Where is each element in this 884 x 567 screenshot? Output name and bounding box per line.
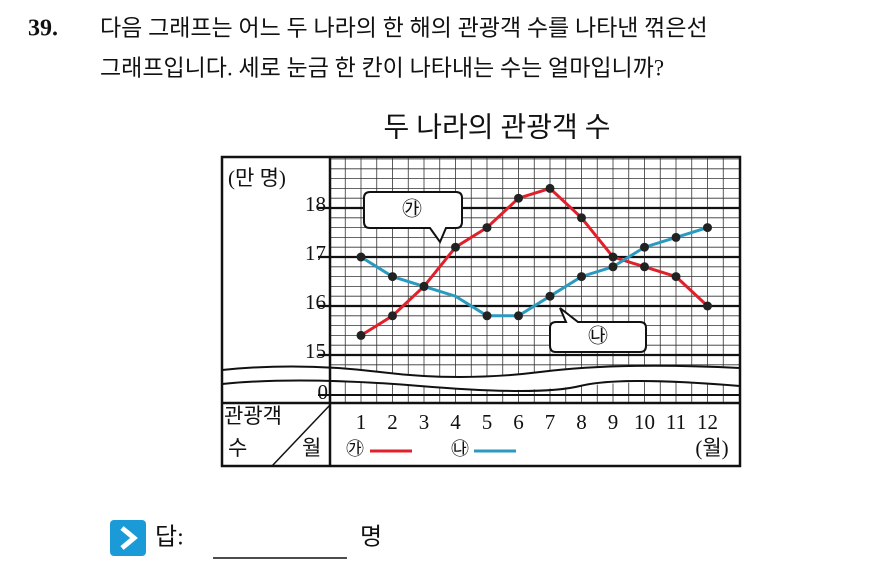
plot (356, 183, 712, 340)
axis-break (222, 365, 740, 390)
series-line (360, 226, 708, 318)
x-tick-label: 4 (450, 410, 461, 434)
y-tick-label: 16 (305, 290, 326, 314)
data-point (703, 223, 712, 233)
x-tick-label: 5 (482, 410, 493, 434)
x-tick-label: 9 (608, 410, 619, 434)
y-tick-label: 0 (318, 380, 329, 404)
chart-frame (220, 155, 742, 468)
row-header: 관광객 (224, 404, 282, 428)
data-point (356, 252, 366, 262)
x-tick-label: 2 (387, 410, 398, 434)
data-point (545, 183, 555, 193)
x-tick-label: 8 (576, 410, 587, 434)
callout: ㉯ (549, 307, 647, 353)
row-header: 수 (228, 436, 247, 460)
answer-icon-arrow (120, 526, 138, 550)
data-point (388, 311, 397, 321)
x-tick-label: 12 (697, 410, 718, 434)
callout: ㉮ (363, 191, 463, 245)
data-point (577, 272, 586, 282)
data-point (451, 242, 460, 252)
question-line: 다음 그래프는 어느 두 나라의 한 해의 관광객 수를 나타낸 꺾은선 (100, 15, 708, 40)
x-tick-label: 1 (356, 410, 367, 434)
data-point (482, 223, 492, 233)
series-line (360, 186, 709, 337)
answer-unit: 명 (360, 524, 382, 551)
row-header: 월 (302, 436, 321, 460)
chart-title: 두 나라의 관광객 수 (383, 111, 610, 143)
data-point (703, 301, 712, 311)
data-point (514, 193, 523, 203)
y-tick-label: 18 (305, 192, 326, 216)
y-tick-label: 15 (305, 339, 326, 363)
x-tick-label: 11 (666, 410, 686, 434)
x-unit: (월) (695, 436, 728, 460)
y-tick-label: 17 (305, 241, 326, 265)
y-unit: (만 명) (228, 166, 286, 190)
data-point (640, 242, 649, 252)
answer-label: 답: (155, 524, 184, 551)
data-point (388, 272, 397, 282)
answer-icon (110, 520, 146, 556)
x-tick-label: 10 (634, 410, 655, 434)
callout-label: ㉮ (402, 198, 422, 221)
data-point (482, 311, 492, 321)
data-point (545, 291, 555, 301)
legend-label: ㉮ (346, 439, 364, 459)
data-point (419, 281, 429, 291)
legend-label: ㉯ (451, 439, 469, 459)
question-number: 39. (28, 16, 58, 42)
x-tick-label: 6 (513, 410, 524, 434)
x-tick-label: 3 (419, 410, 430, 434)
data-point (640, 262, 649, 272)
data-point (671, 232, 681, 242)
data-point (608, 262, 618, 272)
data-point (608, 252, 618, 262)
axis-break-line (221, 364, 741, 378)
x-tick-label: 7 (545, 410, 556, 434)
header-diagonal (271, 404, 331, 467)
axis-break-line (221, 379, 741, 392)
data-point (671, 272, 681, 282)
question-line: 그래프입니다. 세로 눈금 한 칸이 나타내는 수는 얼마입니까? (100, 55, 664, 80)
data-point (514, 311, 523, 321)
callout-label: ㉯ (588, 325, 608, 348)
data-point (356, 330, 366, 340)
data-point (577, 213, 586, 223)
